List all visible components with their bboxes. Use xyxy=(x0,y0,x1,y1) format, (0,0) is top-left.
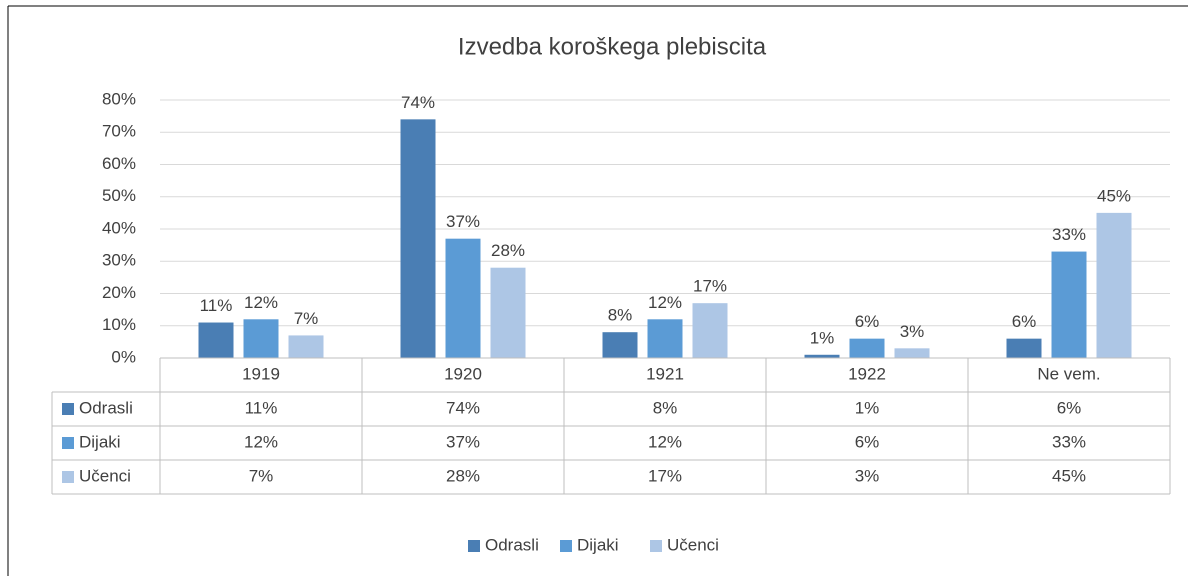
data-label: 12% xyxy=(244,293,278,312)
table-cell: 45% xyxy=(1052,466,1086,485)
y-tick-label: 0% xyxy=(111,347,136,366)
data-label: 37% xyxy=(446,212,480,231)
y-tick-label: 30% xyxy=(102,251,136,270)
y-tick-label: 60% xyxy=(102,154,136,173)
chart-title: Izvedba koroškega plebiscita xyxy=(458,33,767,60)
legend-label: Odrasli xyxy=(485,535,539,554)
data-label: 74% xyxy=(401,93,435,112)
bar xyxy=(445,238,481,358)
table-legend-key xyxy=(62,437,74,449)
table-cell: 37% xyxy=(446,432,480,451)
table-cell: 28% xyxy=(446,466,480,485)
data-label: 1% xyxy=(810,328,835,347)
y-tick-label: 20% xyxy=(102,283,136,302)
bar xyxy=(1096,212,1132,358)
x-tick-label: 1922 xyxy=(848,364,886,383)
bar xyxy=(198,322,234,358)
bar xyxy=(1006,338,1042,358)
bar xyxy=(804,354,840,358)
y-tick-label: 40% xyxy=(102,218,136,237)
data-label: 6% xyxy=(855,312,880,331)
table-cell: 74% xyxy=(446,398,480,417)
data-label: 12% xyxy=(648,293,682,312)
data-label: 11% xyxy=(200,296,233,315)
x-tick-label: 1920 xyxy=(444,364,482,383)
bar xyxy=(490,267,526,358)
data-label: 17% xyxy=(693,277,727,296)
legend-key xyxy=(468,540,480,552)
bar xyxy=(849,338,885,358)
table-cell: 6% xyxy=(855,432,880,451)
y-tick-label: 70% xyxy=(102,122,136,141)
table-series-name: Dijaki xyxy=(79,432,121,451)
table-series-name: Učenci xyxy=(79,466,131,485)
data-label: 45% xyxy=(1097,186,1131,205)
table-cell: 7% xyxy=(249,466,274,485)
table-cell: 17% xyxy=(648,466,682,485)
bar xyxy=(400,119,436,358)
table-cell: 1% xyxy=(855,398,880,417)
table-cell: 11% xyxy=(245,398,278,417)
legend-key xyxy=(560,540,572,552)
table-cell: 12% xyxy=(648,432,682,451)
bar xyxy=(288,335,324,358)
data-label: 6% xyxy=(1012,312,1037,331)
y-tick-label: 10% xyxy=(102,315,136,334)
table-cell: 12% xyxy=(244,432,278,451)
legend-label: Učenci xyxy=(667,535,719,554)
bar xyxy=(1051,251,1087,358)
table-series-name: Odrasli xyxy=(79,398,133,417)
x-tick-label: 1921 xyxy=(646,364,684,383)
table-legend-key xyxy=(62,403,74,415)
bar xyxy=(894,348,930,358)
table-cell: 33% xyxy=(1052,432,1086,451)
table-cell: 6% xyxy=(1057,398,1082,417)
bar xyxy=(647,319,683,358)
data-label: 28% xyxy=(491,241,525,260)
x-tick-label: 1919 xyxy=(242,364,280,383)
data-label: 3% xyxy=(900,322,925,341)
bar xyxy=(602,332,638,358)
y-tick-label: 50% xyxy=(102,186,136,205)
table-cell: 8% xyxy=(653,398,678,417)
bar xyxy=(692,303,728,358)
bar xyxy=(243,319,279,358)
legend-label: Dijaki xyxy=(577,535,619,554)
legend-key xyxy=(650,540,662,552)
table-legend-key xyxy=(62,471,74,483)
data-label: 7% xyxy=(294,309,319,328)
data-label: 8% xyxy=(608,306,633,325)
y-tick-label: 80% xyxy=(102,89,136,108)
table-cell: 3% xyxy=(855,466,880,485)
data-label: 33% xyxy=(1052,225,1086,244)
x-tick-label: Ne vem. xyxy=(1037,364,1100,383)
